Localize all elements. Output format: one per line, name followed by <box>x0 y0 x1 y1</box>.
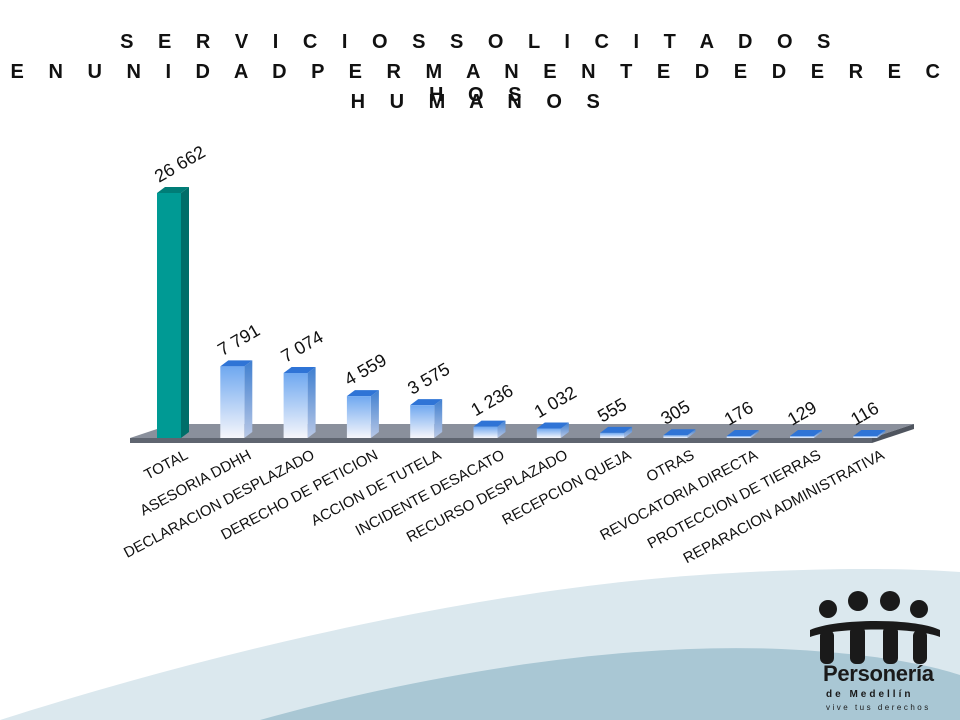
chart-title-line-2: E N U N I D A D P E R M A N E N T E D E … <box>10 61 950 106</box>
value-label-9: 305 <box>657 396 693 428</box>
bar-front-9 <box>663 435 688 438</box>
bar-5 <box>410 399 443 438</box>
bar-front-5 <box>410 405 435 438</box>
bar-side-9 <box>687 429 696 438</box>
value-label-5: 3 575 <box>404 359 453 399</box>
value-label-4: 4 559 <box>341 350 390 390</box>
logo-tagline: vive tus derechos <box>826 703 931 712</box>
bar-cap-7 <box>536 422 569 429</box>
bar-cap-8 <box>600 426 633 433</box>
bar-side-10 <box>750 430 759 438</box>
personeria-logo <box>810 591 940 664</box>
chart-title-line-3: H U M A N O S <box>350 91 610 113</box>
bar-side-7 <box>560 422 569 438</box>
bar-front-1 <box>157 193 181 438</box>
bar-cap-9 <box>663 429 696 436</box>
bar-11 <box>790 430 822 438</box>
bar-cap-2 <box>220 360 253 367</box>
bar-cap-10 <box>726 430 759 436</box>
chart-floor-side <box>872 424 914 443</box>
bar-side-6 <box>497 420 506 438</box>
bar-cap-1 <box>157 187 189 193</box>
category-label-1: TOTAL <box>141 447 190 484</box>
bar-side-11 <box>814 430 822 438</box>
chart-floor <box>130 424 914 438</box>
bar-front-8 <box>600 432 625 438</box>
bar-side-1 <box>181 187 189 438</box>
bar-4 <box>346 390 379 438</box>
bar-side-5 <box>434 399 443 438</box>
bar-front-4 <box>346 396 371 438</box>
bar-cap-12 <box>853 430 886 436</box>
value-label-8: 555 <box>594 394 630 426</box>
bar-cap-6 <box>473 420 506 427</box>
bar-front-2 <box>220 366 245 438</box>
logo-subtitle: de Medellín <box>826 689 914 700</box>
bar-cap-5 <box>410 399 443 406</box>
bar-8 <box>600 426 633 438</box>
bar-side-12 <box>877 430 886 438</box>
chart-title-line-1: S E R V I C I O S S O L I C I T A D O S <box>120 31 840 53</box>
bar-10 <box>726 430 759 438</box>
bar-side-2 <box>244 360 253 438</box>
bar-cap-3 <box>283 366 316 373</box>
value-label-1: 26 662 <box>151 142 209 187</box>
value-label-6: 1 236 <box>468 380 517 420</box>
bar-front-12 <box>853 436 878 438</box>
bar-3 <box>283 366 316 438</box>
value-label-7: 1 032 <box>531 382 580 422</box>
bar-7 <box>536 422 569 438</box>
bar-9 <box>663 429 696 438</box>
bar-side-4 <box>370 390 379 438</box>
bar-cap-4 <box>346 390 379 397</box>
bar-front-11 <box>790 436 814 438</box>
logo-name: Personería <box>823 661 934 686</box>
bar-front-7 <box>536 428 561 438</box>
value-label-3: 7 074 <box>278 327 327 367</box>
bar-1 <box>157 187 189 438</box>
bar-front-10 <box>726 436 751 438</box>
bar-front-6 <box>473 426 498 438</box>
bar-side-3 <box>307 366 316 438</box>
bar-12 <box>853 430 886 438</box>
bar-cap-11 <box>790 430 822 436</box>
bar-6 <box>473 420 506 438</box>
bar-side-8 <box>624 426 633 438</box>
chart-floor-edge <box>130 438 872 443</box>
bar-front-3 <box>283 372 308 438</box>
bar-2 <box>220 360 253 438</box>
value-label-2: 7 791 <box>214 320 263 360</box>
